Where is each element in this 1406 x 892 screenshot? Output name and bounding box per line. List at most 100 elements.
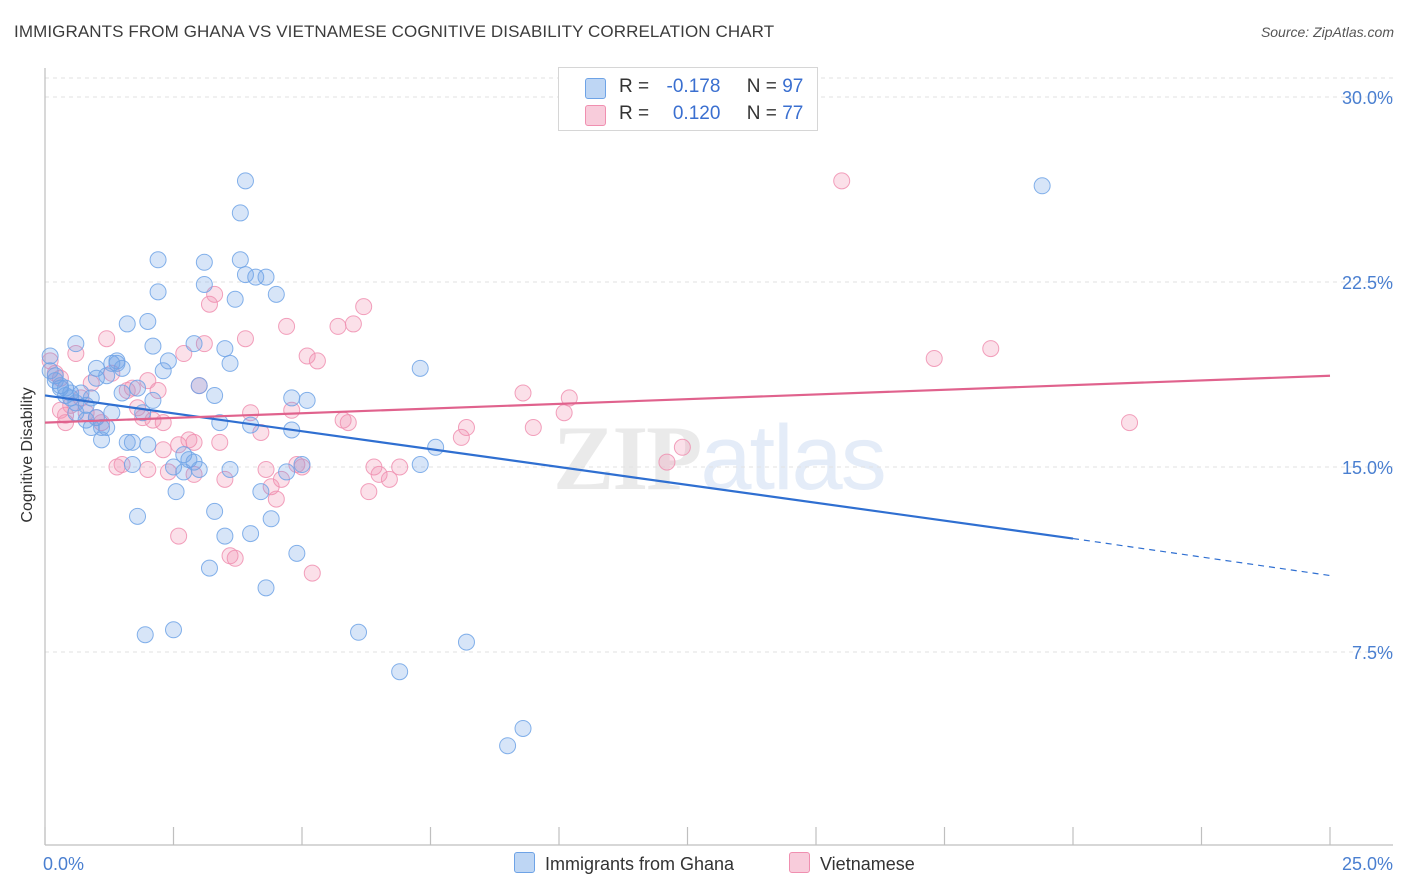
vietnamese-point xyxy=(206,285,224,303)
vietnamese-point xyxy=(170,527,188,545)
y-tick-label: 15.0% xyxy=(1342,458,1393,478)
ghana-point xyxy=(190,460,208,478)
ghana-point xyxy=(411,359,429,377)
vietnamese-point xyxy=(514,384,532,402)
ghana-point xyxy=(123,456,141,474)
vietnamese-point xyxy=(57,406,75,424)
legend-r-value: 0.120 xyxy=(672,103,721,124)
ghana-trend-line xyxy=(44,394,1074,540)
ghana-point xyxy=(514,719,532,737)
chart-source: Source: ZipAtlas.com xyxy=(1260,24,1394,40)
trend-lines xyxy=(44,374,1331,577)
vietnamese-point xyxy=(329,317,347,335)
y-tick-label: 22.5% xyxy=(1342,273,1393,293)
ghana-point xyxy=(57,379,75,397)
vietnamese-point xyxy=(370,465,388,483)
ghana-point xyxy=(278,463,296,481)
vietnamese-point xyxy=(139,460,157,478)
vietnamese-point xyxy=(257,460,275,478)
vietnamese-point xyxy=(391,458,409,476)
ghana-point xyxy=(185,335,203,353)
ghana-point xyxy=(41,362,59,380)
legend-swatch-ghana xyxy=(585,78,606,99)
ghana-point xyxy=(427,438,445,456)
vietnamese-point xyxy=(211,433,229,451)
correlation-legend: R = -0.178 N = 97 R = 0.120 N = 77 xyxy=(558,67,818,131)
vietnamese-point xyxy=(175,345,193,363)
ghana-point xyxy=(129,507,147,525)
vietnamese-point xyxy=(278,317,296,335)
vietnamese-point xyxy=(457,419,475,437)
ghana-point xyxy=(350,623,368,641)
ghana-point xyxy=(499,737,517,755)
vietnamese-point xyxy=(555,404,573,422)
vietnamese-point xyxy=(452,428,470,446)
ghana-point xyxy=(144,391,162,409)
ghana-point xyxy=(195,253,213,271)
vietnamese-point xyxy=(123,379,141,397)
ghana-point xyxy=(242,525,260,543)
ghana-point xyxy=(206,386,224,404)
ghana-point xyxy=(247,268,265,286)
ghana-point xyxy=(391,663,409,681)
watermark-zip: ZIP xyxy=(553,407,702,509)
ghana-point xyxy=(226,290,244,308)
bottom-legend-label: Immigrants from Ghana xyxy=(545,854,735,874)
axes xyxy=(44,68,1393,846)
ghana-point xyxy=(113,359,131,377)
ghana-point xyxy=(103,404,121,422)
ghana-point xyxy=(41,347,59,365)
bottom-legend-swatch-ghana xyxy=(514,852,535,873)
ghana-point xyxy=(216,527,234,545)
vietnamese-point xyxy=(82,374,100,392)
x-tick-label: 25.0% xyxy=(1342,854,1393,874)
ghana-point xyxy=(129,379,147,397)
bottom-legend-swatch-vietnamese xyxy=(789,852,810,873)
vietnamese-point xyxy=(303,564,321,582)
ghana-point xyxy=(113,384,131,402)
ghana-point xyxy=(195,275,213,293)
ghana-point xyxy=(98,419,116,437)
ghana-point xyxy=(206,502,224,520)
ghana-point xyxy=(267,285,285,303)
ghana-point xyxy=(283,389,301,407)
gridlines xyxy=(45,77,1393,653)
vietnamese-point xyxy=(242,404,260,422)
ghana-point xyxy=(190,377,208,395)
y-tick-label: 7.5% xyxy=(1352,643,1393,663)
ghana-point xyxy=(252,483,270,501)
vietnamese-point xyxy=(673,438,691,456)
ghana-point xyxy=(67,335,85,353)
tick-labels: 7.5% 15.0% 22.5% 30.0% 0.0% 25.0% xyxy=(43,88,1393,874)
ghana-point xyxy=(257,579,275,597)
ghana-point xyxy=(159,352,177,370)
vietnamese-point xyxy=(67,345,85,363)
vietnamese-point xyxy=(339,414,357,432)
bottom-legend-vietnamese: Vietnamese xyxy=(789,852,915,875)
ghana-point xyxy=(288,544,306,562)
vietnamese-point xyxy=(833,172,851,190)
ghana-point xyxy=(200,559,218,577)
bottom-legend-label: Vietnamese xyxy=(820,854,915,874)
ghana-point xyxy=(62,384,80,402)
vietnamese-point xyxy=(113,456,131,474)
ghana-points xyxy=(41,172,1051,755)
vietnamese-point xyxy=(344,315,362,333)
ghana-point xyxy=(82,419,100,437)
ghana-point xyxy=(236,266,254,284)
ghana-point xyxy=(457,633,475,651)
ghana-point xyxy=(136,626,154,644)
ghana-point xyxy=(262,510,280,528)
ghana-point xyxy=(221,460,239,478)
ghana-point xyxy=(123,433,141,451)
ghana-point xyxy=(118,315,136,333)
vietnamese-point xyxy=(226,549,244,567)
ghana-point xyxy=(165,621,182,639)
vietnamese-point xyxy=(185,465,203,483)
legend-r-label: R = xyxy=(619,103,650,124)
ghana-point xyxy=(144,337,162,355)
y-tick-label: 30.0% xyxy=(1342,88,1393,108)
ghana-point xyxy=(139,436,157,454)
vietnamese-point xyxy=(185,433,203,451)
ghana-point xyxy=(411,456,429,474)
